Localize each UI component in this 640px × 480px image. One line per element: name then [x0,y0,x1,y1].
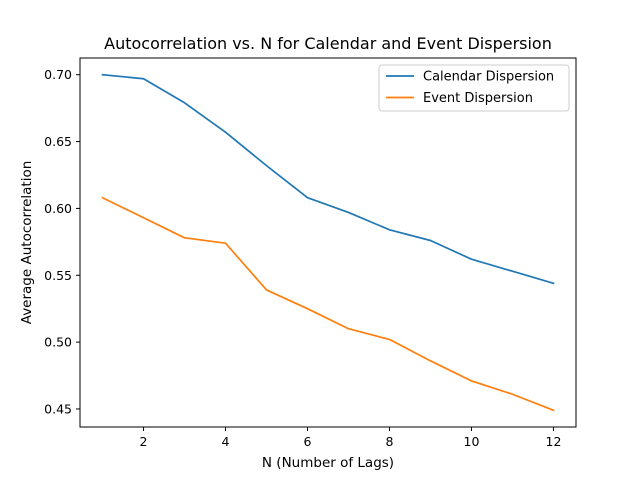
series-line-event-dispersion [101,196,555,412]
x-tick-label: 12 [546,434,562,449]
x-axis-label: N (Number of Lags) [262,455,394,471]
series-line-calendar-dispersion [101,73,555,285]
legend-box [378,64,570,112]
y-axis-ticks: 0.45 0.50 0.55 0.60 0.65 0.70 [44,67,80,416]
y-tick-label: 0.70 [44,67,72,82]
x-tick-label: 6 [304,434,312,449]
y-tick-label: 0.60 [44,201,72,216]
plot-area: 2 4 6 8 10 12 0.45 0.50 0.55 0.60 0.65 0.70 [44,57,577,449]
y-tick-label: 0.55 [44,268,72,283]
plot-frame [79,57,577,428]
y-tick-label: 0.50 [44,335,72,350]
x-tick-label: 8 [386,434,394,449]
legend-label: Calendar Dispersion [423,70,554,85]
chart-title: Autocorrelation vs. N for Calendar and E… [104,34,552,53]
legend: Calendar Dispersion Event Dispersion [378,64,570,112]
x-tick-label: 4 [222,434,230,449]
x-axis-ticks: 2 4 6 8 10 12 [140,427,562,449]
x-tick-label: 2 [140,434,148,449]
y-tick-label: 0.45 [44,401,72,416]
y-axis-label: Average Autocorrelation [19,161,35,325]
y-tick-label: 0.65 [44,134,72,149]
series-layer [101,73,555,412]
x-tick-label: 10 [464,434,480,449]
legend-label: Event Dispersion [423,91,533,106]
